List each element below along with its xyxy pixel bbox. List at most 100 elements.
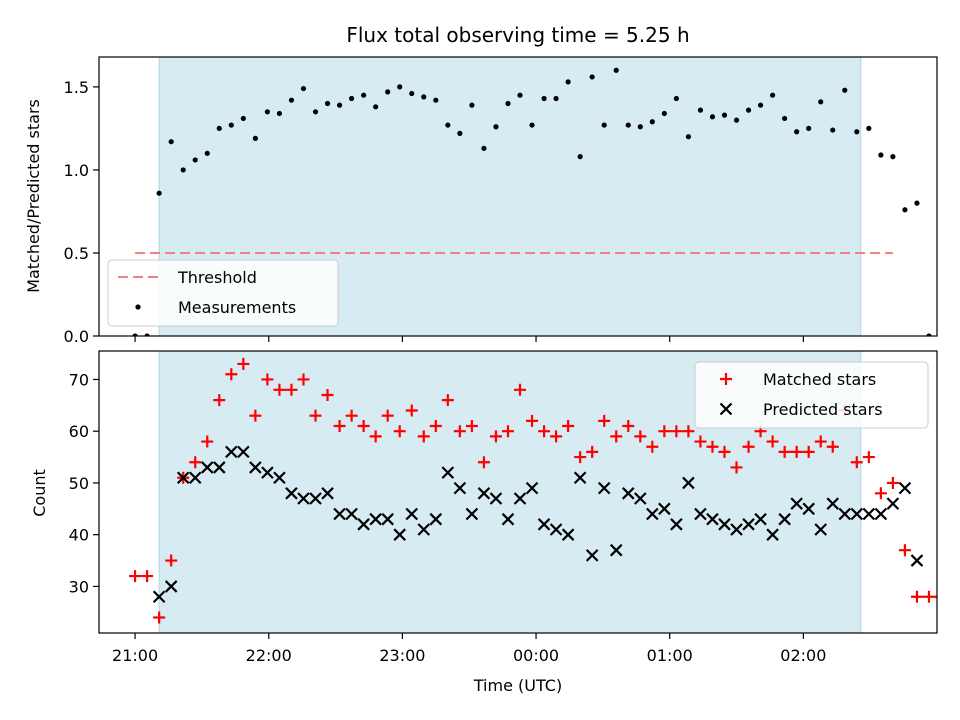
bottom-matched-stars-point xyxy=(574,451,587,464)
bottom-predicted-stars-point xyxy=(369,512,382,526)
bottom-predicted-stars-point xyxy=(345,507,358,521)
top-measurement-point xyxy=(457,130,463,136)
bottom-matched-stars-point xyxy=(730,461,743,474)
bottom-matched-stars-point xyxy=(201,435,214,448)
top-measurement-point xyxy=(890,154,896,160)
top-measurement-point xyxy=(349,95,355,102)
bottom-matched-stars-point xyxy=(862,451,875,464)
bottom-y-tick-label: 70 xyxy=(69,370,89,389)
bottom-matched-stars-point xyxy=(393,425,406,438)
x-tick-label: 22:00 xyxy=(246,646,292,665)
bottom-predicted-stars-point xyxy=(441,466,455,479)
bottom-y-tick-label: 60 xyxy=(69,422,89,441)
bottom-matched-stars-point xyxy=(814,435,827,448)
top-measurement-point xyxy=(565,79,571,85)
top-panel: 0.0 0.5 1.0 1.5 Threshold Measurements xyxy=(64,56,955,346)
bottom-legend: Matched stars Predicted stars xyxy=(694,361,929,429)
bottom-predicted-stars-point xyxy=(381,512,394,526)
bottom-predicted-stars-point xyxy=(658,502,671,516)
top-measurement-point xyxy=(721,112,728,118)
bottom-matched-stars-point xyxy=(550,430,563,443)
bottom-predicted-stars-point xyxy=(766,528,779,541)
legend-matched-swatch xyxy=(720,373,732,385)
top-measurement-point xyxy=(842,87,848,93)
bottom-matched-stars-point xyxy=(189,456,202,469)
bottom-matched-stars-point xyxy=(622,420,635,433)
bottom-predicted-stars-point xyxy=(742,518,755,531)
top-measurement-point xyxy=(601,122,607,128)
bottom-predicted-stars-point xyxy=(309,492,322,505)
bottom-predicted-stars-point xyxy=(200,461,214,474)
top-measurement-point xyxy=(421,94,427,100)
bottom-predicted-stars-point xyxy=(297,492,310,505)
bottom-predicted-stars-point xyxy=(249,461,262,474)
top-measurement-point xyxy=(276,110,283,117)
bottom-predicted-stars-point xyxy=(682,476,695,490)
top-legend: Threshold Measurements xyxy=(107,259,339,327)
bottom-matched-stars-point xyxy=(225,368,238,381)
bottom-predicted-stars-point xyxy=(549,523,563,536)
bottom-predicted-stars-point xyxy=(237,445,250,459)
top-measurement-point xyxy=(854,129,860,135)
bottom-predicted-stars-point xyxy=(826,497,840,510)
bottom-legend-box xyxy=(694,361,929,429)
top-measurement-point xyxy=(204,150,210,156)
bottom-matched-stars-point xyxy=(742,440,755,453)
bottom-matched-stars-point xyxy=(369,430,382,443)
bottom-axes-frame xyxy=(98,350,938,634)
bottom-matched-stars-point xyxy=(947,591,959,603)
top-measurement-point xyxy=(288,97,295,103)
top-measurement-point xyxy=(661,110,667,117)
top-measurement-point xyxy=(445,122,451,128)
top-measurement-point xyxy=(228,122,234,128)
bottom-matched-stars-point xyxy=(249,409,262,422)
top-y-tick-label: 1.0 xyxy=(64,161,89,180)
bottom-matched-stars-point xyxy=(465,420,478,433)
top-measurement-point xyxy=(950,333,955,338)
legend-measurement-swatch xyxy=(135,304,141,310)
bottom-matched-stars-point xyxy=(670,425,683,438)
x-axis-label: Time (UTC) xyxy=(473,676,562,695)
top-legend-label: Measurements xyxy=(178,298,296,317)
top-measurement-point xyxy=(745,107,752,113)
x-tick-label: 23:00 xyxy=(379,646,425,665)
bottom-predicted-stars-point xyxy=(754,512,767,526)
bottom-matched-stars-point xyxy=(850,456,863,469)
bottom-legend-label: Matched stars xyxy=(763,370,876,389)
bottom-predicted-stars-point xyxy=(225,445,238,459)
bottom-predicted-stars-point xyxy=(513,492,527,505)
bottom-predicted-stars-point xyxy=(429,512,443,526)
bottom-matched-stars-point xyxy=(153,611,166,624)
top-measurement-point xyxy=(409,90,415,97)
top-measurement-point xyxy=(300,85,307,92)
bottom-predicted-stars-point xyxy=(838,507,852,521)
top-measurement-point xyxy=(240,115,246,122)
bottom-legend-label: Predicted stars xyxy=(763,400,883,419)
bottom-predicted-stars-point xyxy=(321,487,334,500)
top-y-tick-label: 1.5 xyxy=(64,78,89,97)
bottom-predicted-stars-point xyxy=(152,590,166,604)
bottom-matched-stars-point xyxy=(706,440,719,453)
bottom-predicted-stars-point xyxy=(597,481,611,495)
bottom-predicted-stars-point xyxy=(730,523,743,536)
top-y-tick-label: 0.0 xyxy=(64,327,89,346)
top-measurement-point xyxy=(625,122,631,128)
bottom-predicted-stars-point xyxy=(802,502,815,516)
top-y-axis-label: Matched/Predicted stars xyxy=(24,99,43,293)
top-measurement-point xyxy=(168,139,174,145)
bottom-predicted-stars-point xyxy=(285,487,298,500)
bottom-matched-stars-point xyxy=(453,425,466,438)
bottom-predicted-stars-point xyxy=(333,507,346,521)
bottom-predicted-stars-point xyxy=(188,471,202,485)
top-measurement-point xyxy=(529,122,535,128)
top-measurement-point xyxy=(481,145,487,151)
bottom-predicted-stars-point xyxy=(850,507,864,521)
bottom-predicted-stars-point xyxy=(718,518,731,531)
top-measurement-point xyxy=(505,100,511,107)
chart-title: Flux total observing time = 5.25 h xyxy=(346,23,689,47)
top-measurement-point xyxy=(312,109,319,115)
bottom-predicted-stars-point xyxy=(537,518,551,531)
bottom-y-tick-label: 30 xyxy=(69,577,89,596)
top-measurement-point xyxy=(673,95,679,102)
top-measurement-point xyxy=(397,84,403,90)
